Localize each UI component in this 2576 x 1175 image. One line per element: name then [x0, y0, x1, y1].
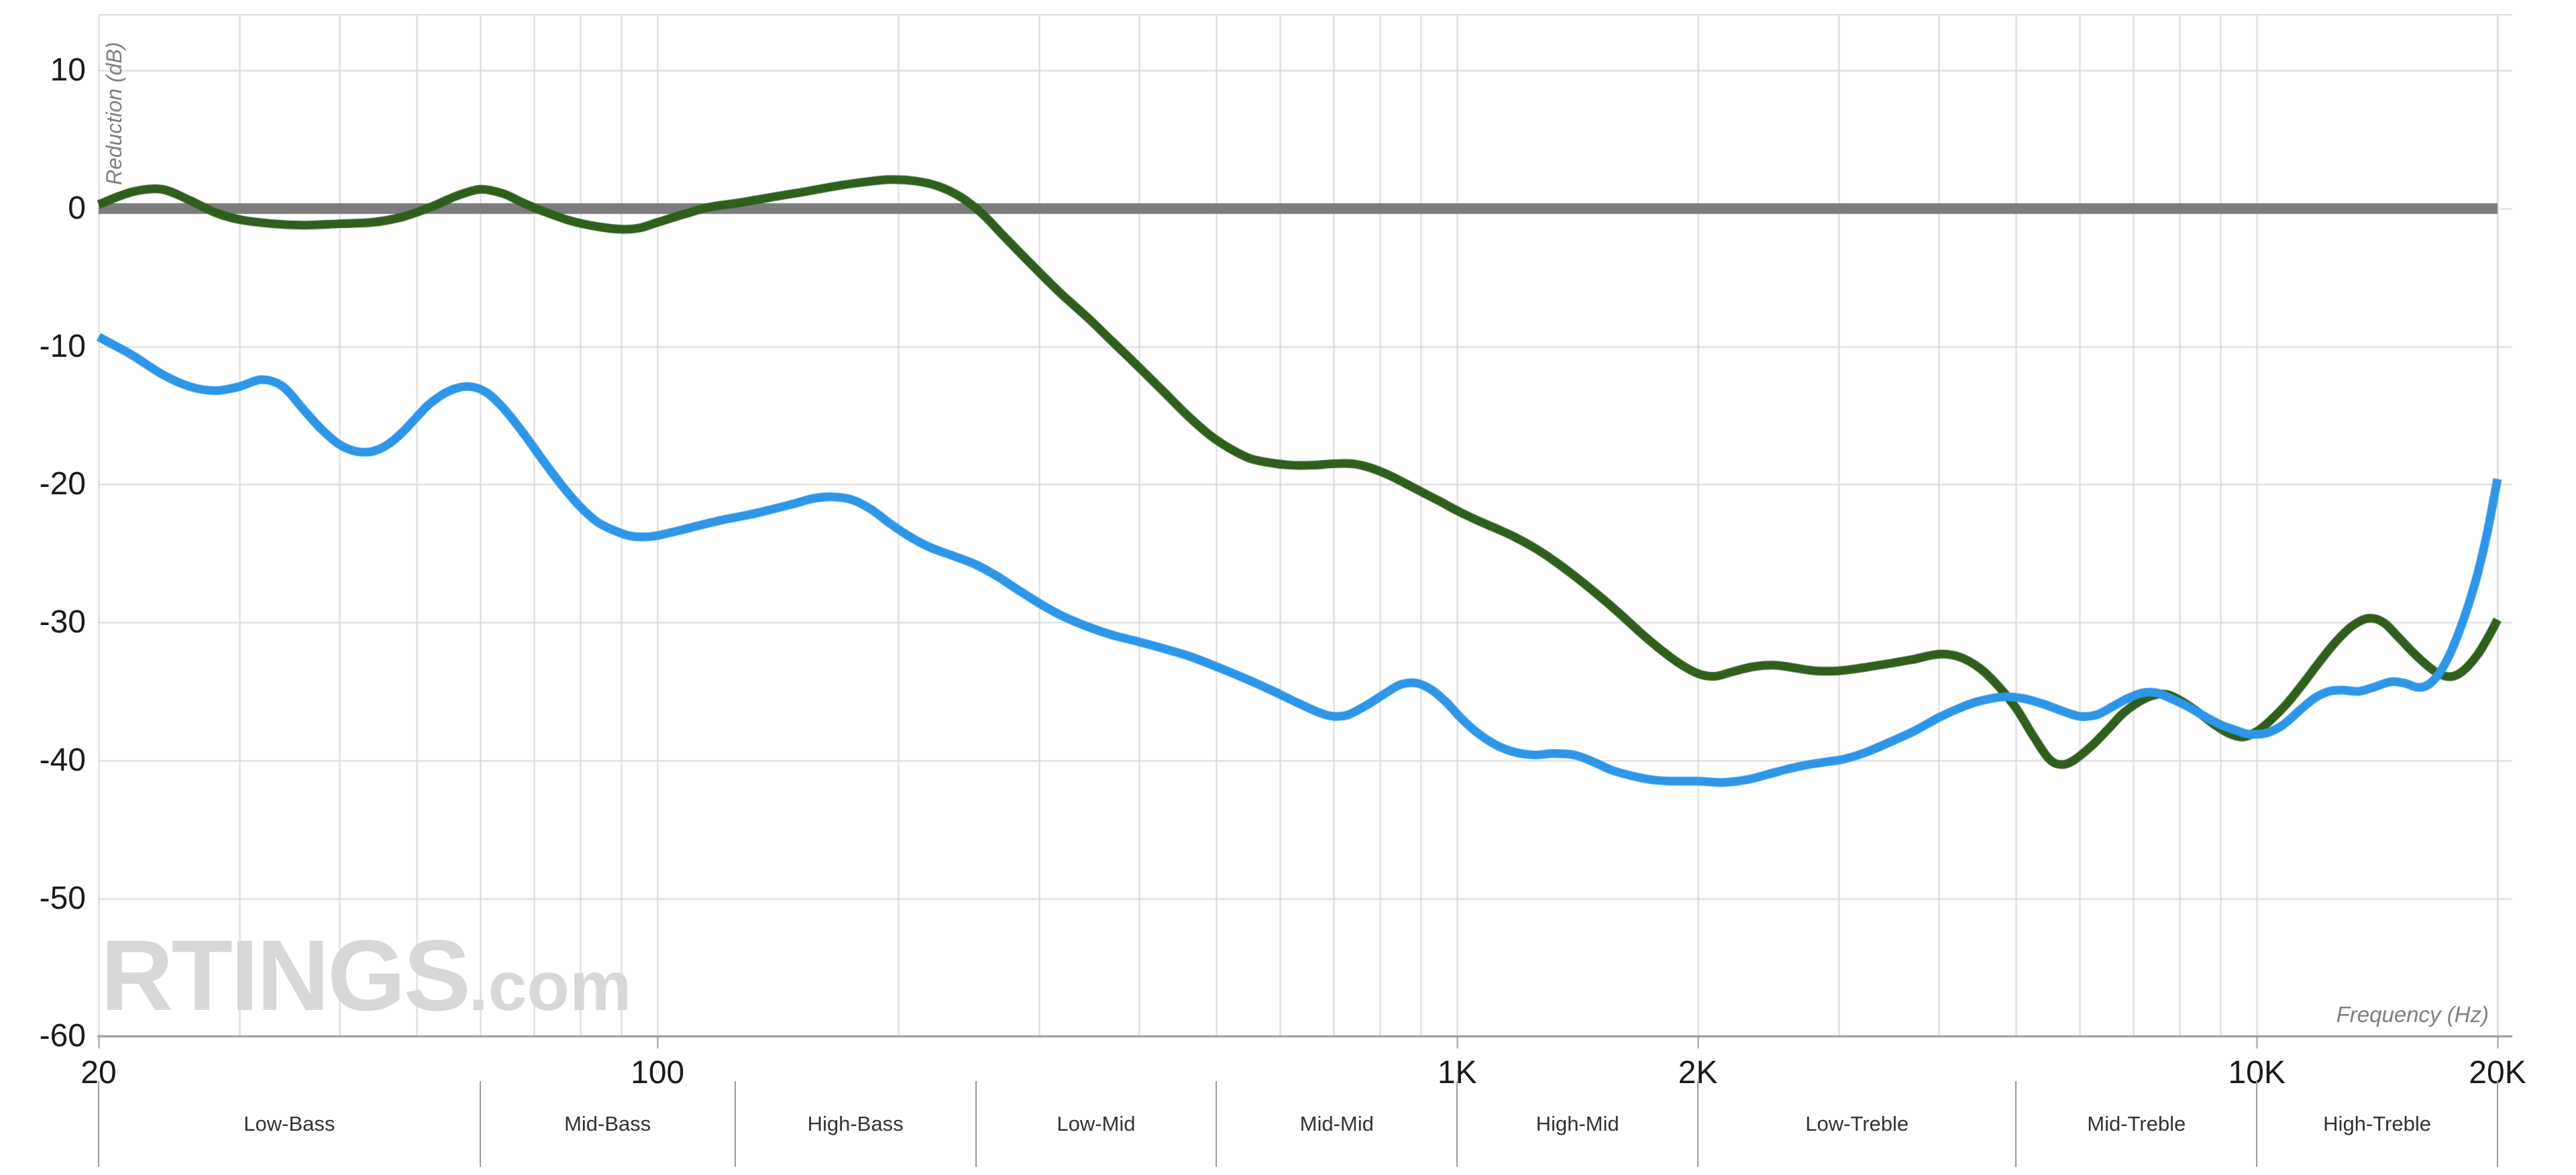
band-label: Mid-Bass: [564, 1112, 651, 1135]
band-label: Mid-Mid: [1299, 1112, 1374, 1135]
band-boundary-tick: [1697, 1081, 1699, 1167]
x-tick-label: 100: [631, 1055, 685, 1091]
band-boundary-tick: [2015, 1081, 2017, 1167]
band-label: Low-Mid: [1057, 1112, 1136, 1135]
band-label: High-Treble: [2323, 1112, 2431, 1135]
band-label: Low-Treble: [1805, 1112, 1909, 1135]
band-boundary-tick: [2256, 1081, 2258, 1167]
band-boundary-tick: [479, 1081, 481, 1167]
x-axis-label: Frequency (Hz): [2336, 1002, 2489, 1027]
band-boundary-tick: [2497, 1081, 2498, 1167]
band-boundary-tick: [734, 1081, 736, 1167]
band-boundary-tick: [1216, 1081, 1218, 1167]
rtings-watermark: RTINGS .com: [101, 917, 631, 1033]
y-tick-label: -60: [39, 1018, 86, 1054]
band-label: High-Mid: [1536, 1112, 1619, 1135]
y-tick-label: 10: [50, 52, 86, 89]
y-tick-label: -40: [39, 742, 86, 778]
y-axis-label: Reduction (dB): [102, 42, 126, 185]
y-tick-label: -20: [39, 466, 86, 502]
watermark-main-text: RTINGS: [101, 919, 471, 1031]
y-tick-label: -50: [39, 880, 86, 916]
band-label: High-Bass: [807, 1112, 904, 1135]
watermark-suffix-text: .com: [468, 948, 632, 1025]
band-boundary-tick: [1456, 1081, 1458, 1167]
band-boundary-tick: [975, 1081, 977, 1167]
band-boundary-tick: [98, 1081, 99, 1167]
y-tick-label: -30: [39, 604, 86, 640]
y-tick-label: -10: [39, 328, 86, 364]
y-tick-label: 0: [68, 190, 86, 226]
band-label: Mid-Treble: [2087, 1112, 2186, 1135]
band-label: Low-Bass: [244, 1112, 335, 1135]
